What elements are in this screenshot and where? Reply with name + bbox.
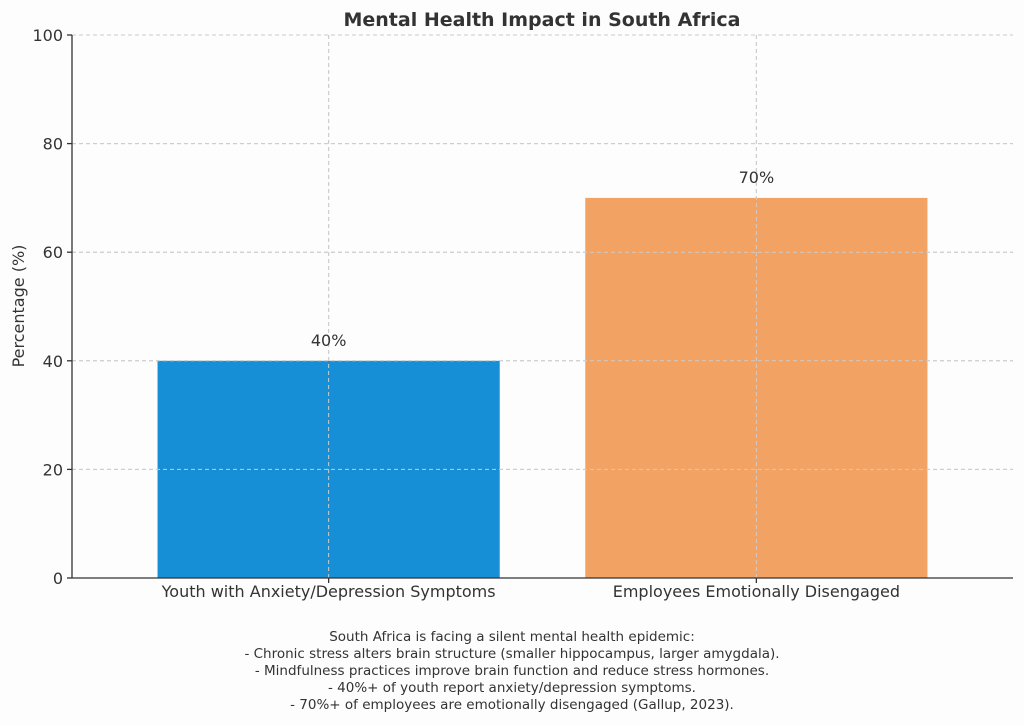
footnote-line: - 40%+ of youth report anxiety/depressio… [328,680,696,696]
y-tick-label: 60 [43,243,63,262]
y-tick-label: 40 [43,352,63,371]
footnote-line: South Africa is facing a silent mental h… [329,629,695,645]
x-tick-label: Employees Emotionally Disengaged [613,582,900,601]
footnote-line: - 70%+ of employees are emotionally dise… [290,697,734,713]
footnote-line: - Mindfulness practices improve brain fu… [254,663,770,679]
y-axis-label: Percentage (%) [9,245,28,368]
y-tick-label: 80 [43,135,63,154]
bar-chart: Mental Health Impact in South Africa 0 20… [9,9,1013,601]
bars [72,35,1013,578]
y-tick-label: 20 [43,460,63,479]
x-tick-label: Youth with Anxiety/Depression Symptoms [161,582,496,601]
footnote-line: - Chronic stress alters brain structure … [244,646,780,662]
data-label: 40% [311,331,347,350]
y-tick-label: 100 [32,26,63,45]
labels: 0 20 40 60 80 100 Youth with Anxiety/Depressio… [32,26,900,601]
y-tick-label: 0 [53,569,63,588]
data-label: 70% [739,168,775,187]
axes [67,34,1013,583]
chart-title: Mental Health Impact in South Africa [343,9,740,31]
footnote: South Africa is facing a silent mental h… [0,629,1024,714]
